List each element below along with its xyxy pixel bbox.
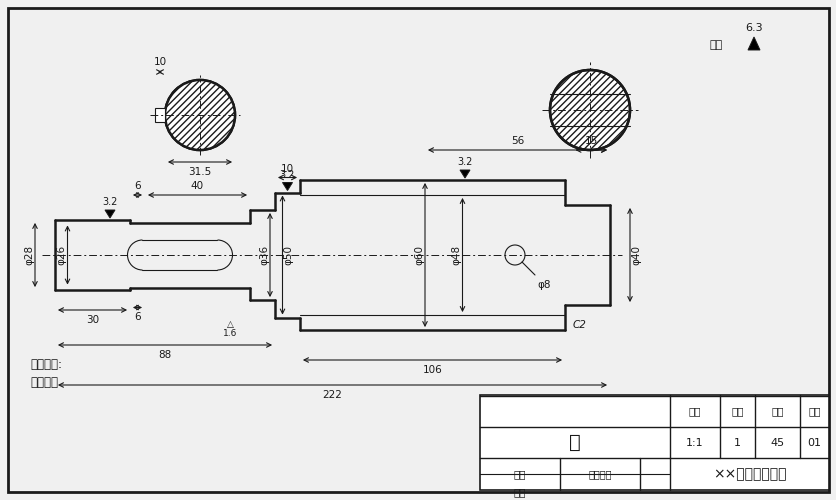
Text: （日期）: （日期） — [588, 469, 611, 479]
Text: 40: 40 — [191, 181, 204, 191]
Text: ××高级技工学校: ××高级技工学校 — [712, 467, 785, 481]
Text: 88: 88 — [158, 350, 171, 360]
Text: 轴: 轴 — [568, 433, 580, 452]
Text: 图号: 图号 — [808, 406, 820, 416]
Text: 锐边倒钝: 锐边倒钝 — [30, 376, 58, 390]
Polygon shape — [104, 210, 115, 218]
Text: 3.2: 3.2 — [279, 170, 295, 179]
Text: 1:1: 1:1 — [686, 438, 703, 448]
Circle shape — [549, 70, 630, 150]
Text: 01: 01 — [807, 438, 820, 448]
Text: 比例: 比例 — [688, 406, 701, 416]
Text: 审核: 审核 — [513, 487, 526, 497]
Text: C2: C2 — [572, 320, 586, 330]
Text: 其余: 其余 — [709, 40, 722, 50]
Text: 6: 6 — [134, 181, 140, 191]
Text: 31.5: 31.5 — [188, 167, 212, 177]
Text: 1: 1 — [733, 438, 740, 448]
Bar — [479, 395, 828, 490]
Text: 106: 106 — [422, 365, 442, 375]
Text: φ28: φ28 — [24, 245, 34, 265]
Text: 3.2: 3.2 — [456, 157, 472, 167]
Text: 材料: 材料 — [770, 406, 782, 416]
Polygon shape — [747, 37, 759, 50]
Text: φ26: φ26 — [57, 245, 66, 265]
Text: 3.2: 3.2 — [102, 197, 118, 207]
Text: 数量: 数量 — [731, 406, 743, 416]
Text: 30: 30 — [86, 315, 99, 325]
Text: 45: 45 — [769, 438, 783, 448]
Text: φ48: φ48 — [451, 245, 461, 265]
Text: 222: 222 — [322, 390, 342, 400]
Text: 6: 6 — [134, 312, 140, 322]
Text: φ50: φ50 — [283, 245, 293, 265]
Polygon shape — [460, 170, 470, 178]
Text: φ60: φ60 — [414, 245, 424, 265]
Text: 技术要求:: 技术要求: — [30, 358, 62, 372]
Text: φ40: φ40 — [630, 245, 640, 265]
Text: φ36: φ36 — [258, 245, 268, 265]
Text: △
1.6: △ 1.6 — [222, 320, 237, 338]
Text: 10: 10 — [153, 57, 166, 67]
Text: 56: 56 — [510, 136, 523, 146]
Text: 制图: 制图 — [513, 469, 526, 479]
Bar — [155, 108, 165, 122]
Circle shape — [165, 80, 235, 150]
Text: 15: 15 — [584, 136, 597, 146]
Text: 6.3: 6.3 — [744, 23, 762, 33]
Text: 10: 10 — [281, 164, 293, 173]
Polygon shape — [283, 182, 292, 190]
Text: φ8: φ8 — [537, 280, 550, 290]
